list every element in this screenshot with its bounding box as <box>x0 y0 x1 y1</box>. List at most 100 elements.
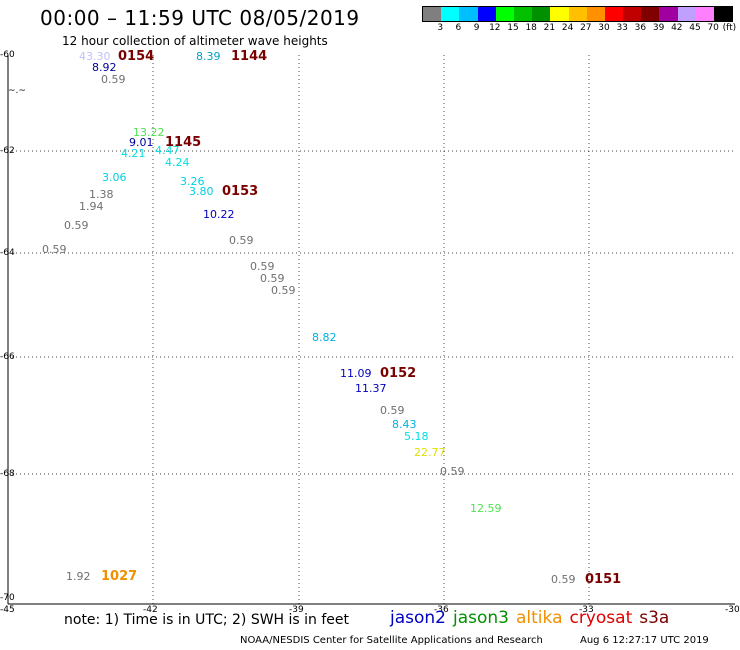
pass-time-label: 1144 <box>231 49 268 64</box>
longitude-label: -39 <box>289 605 304 615</box>
legend-label: 12 <box>489 23 501 33</box>
graticule-grid <box>8 55 735 604</box>
latitude-label: -60 <box>0 50 15 60</box>
wave-height-value: 11.09 <box>340 367 372 380</box>
page-title: 00:00 – 11:59 UTC 08/05/2019 <box>40 6 360 30</box>
wave-height-value: 3.06 <box>102 171 127 184</box>
credit-line: NOAA/NESDIS Center for Satellite Applica… <box>240 635 543 646</box>
wave-height-value: 1.92 <box>66 570 91 583</box>
latitude-label: -68 <box>0 469 15 479</box>
legend-label: 36 <box>634 23 647 33</box>
coastline-fragment: ~.~ <box>8 86 26 96</box>
latitude-label: -64 <box>0 248 15 258</box>
wave-height-value: 0.59 <box>250 260 275 273</box>
legend-label: 21 <box>543 23 556 33</box>
wave-height-value: 0.59 <box>380 404 405 417</box>
legend-swatch-7 <box>550 7 569 21</box>
legend-label: 45 <box>689 23 701 33</box>
wave-height-value: 0.59 <box>101 73 126 86</box>
legend-label: 42 <box>671 23 683 33</box>
legend-label: 15 <box>507 23 519 33</box>
legend-label: 39 <box>652 23 665 33</box>
legend-label: 3 <box>437 23 444 33</box>
legend-swatch-5 <box>513 7 533 21</box>
latitude-label: -62 <box>0 146 15 156</box>
longitude-label: -33 <box>579 605 594 615</box>
longitude-label: -42 <box>143 605 158 615</box>
legend-label: 18 <box>525 23 537 33</box>
legend-swatch-14 <box>677 7 696 21</box>
longitude-label: -36 <box>434 605 449 615</box>
legend-swatch-6 <box>532 7 551 21</box>
legend-swatch-4 <box>495 7 514 21</box>
legend-swatch-2 <box>459 7 478 21</box>
legend-label: 27 <box>580 23 592 33</box>
longitude-label: -45 <box>0 605 15 615</box>
mission-jason2: jason2 <box>390 608 446 628</box>
generated-timestamp: Aug 6 12:27:17 UTC 2019 <box>580 635 709 646</box>
wave-height-value: 0.59 <box>260 272 285 285</box>
color-scale-legend <box>422 6 734 22</box>
legend-label: 24 <box>561 23 574 33</box>
legend-swatch-12 <box>641 7 660 21</box>
wave-height-value: 3.80 <box>189 185 214 198</box>
wave-height-value: 5.18 <box>404 430 429 443</box>
mission-s3a: s3a <box>639 608 670 628</box>
pass-time-label: 0153 <box>222 184 259 199</box>
wave-height-value: 4.47 <box>155 144 180 157</box>
wave-height-value: 4.21 <box>121 147 146 160</box>
wave-height-value: 8.82 <box>312 331 337 344</box>
wave-height-value: 8.43 <box>392 418 417 431</box>
legend-swatch-15 <box>695 7 714 21</box>
latitude-label: -70 <box>0 593 15 603</box>
legend-swatch-1 <box>441 7 460 21</box>
wave-height-value: 12.59 <box>470 502 502 515</box>
legend-label: 30 <box>598 23 610 33</box>
legend-label: 9 <box>473 23 480 33</box>
wave-height-value: 0.59 <box>551 573 576 586</box>
legend-label: 6 <box>455 23 462 33</box>
wave-height-value: 11.37 <box>355 382 387 395</box>
legend-swatch-13 <box>659 7 678 21</box>
legend-label: (ft) <box>722 23 737 33</box>
legend-label: 33 <box>616 23 628 33</box>
wave-height-value: 0.59 <box>64 219 89 232</box>
legend-swatch-11 <box>623 7 642 21</box>
mission-cryosat: cryosat <box>569 608 633 628</box>
pass-time-label: 1145 <box>165 135 202 150</box>
pass-time-label: 0154 <box>118 49 155 64</box>
longitude-label: -30 <box>725 605 740 615</box>
wave-height-value: 8.39 <box>196 50 221 63</box>
color-scale-labels: 3 6 9 12 15 18 21 24 27 30 33 36 39 42 45 70 (ft) <box>422 23 740 35</box>
footer-note: note: 1) Time is in UTC; 2) SWH is in fe… <box>64 612 350 628</box>
wave-height-value: 22.77 <box>414 446 446 459</box>
wave-height-value: 0.59 <box>229 234 254 247</box>
legend-label: 70 <box>707 23 719 33</box>
wave-height-value: 10.22 <box>203 208 235 221</box>
wave-height-value: 9.01 <box>129 136 154 149</box>
latitude-label: -66 <box>0 352 15 362</box>
wave-height-value: 8.92 <box>92 61 117 74</box>
wave-height-value: 4.24 <box>165 156 190 169</box>
legend-swatch-8 <box>568 7 587 21</box>
page-subtitle: 12 hour collection of altimeter wave hei… <box>62 34 328 48</box>
pass-time-label: 0151 <box>585 572 622 587</box>
pass-time-label: 0152 <box>380 366 417 381</box>
legend-swatch-3 <box>477 7 496 21</box>
wave-height-value: 13.22 <box>133 126 165 139</box>
legend-swatch-9 <box>586 7 605 21</box>
wave-height-value: 0.59 <box>42 243 67 256</box>
wave-height-value: 0.59 <box>271 284 296 297</box>
pass-time-label: 1027 <box>101 569 138 584</box>
wave-height-value: 43.30 <box>79 50 111 63</box>
legend-swatch-0 <box>423 7 442 21</box>
wave-height-value: 0.59 <box>440 465 465 478</box>
legend-swatch-16 <box>714 7 733 21</box>
wave-height-value: 1.38 <box>89 188 114 201</box>
legend-swatch-10 <box>604 7 624 21</box>
wave-height-value: 1.94 <box>79 200 104 213</box>
mission-jason3: jason3 <box>453 608 509 628</box>
mission-legend: jason2 jason3 altika cryosat s3a <box>390 608 676 628</box>
wave-height-value: 3.26 <box>180 175 205 188</box>
